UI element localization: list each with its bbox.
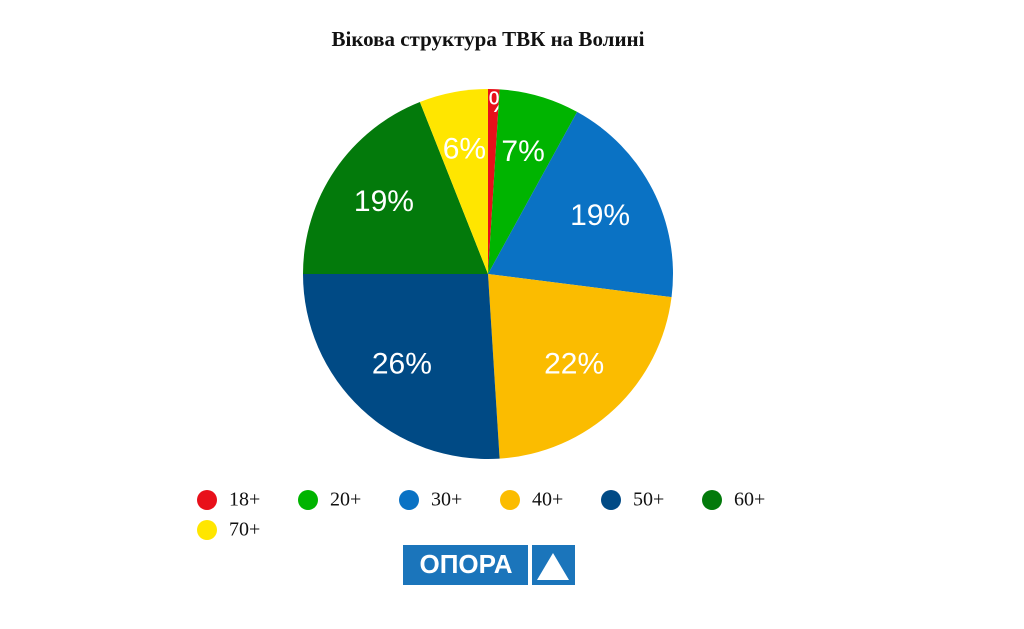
pie-slice xyxy=(488,89,500,274)
legend-label: 18+ xyxy=(229,489,260,511)
legend-label: 20+ xyxy=(330,489,361,511)
pie-slice xyxy=(419,89,488,274)
logo: ОПОРА xyxy=(403,545,575,585)
pie-slice xyxy=(488,111,673,298)
data-label: 26% xyxy=(372,348,432,381)
legend-marker xyxy=(601,490,621,510)
pie-slice xyxy=(303,274,500,459)
data-label: 7% xyxy=(501,135,544,168)
legend-label: 60+ xyxy=(734,489,765,511)
data-label: 19% xyxy=(570,199,630,232)
legend-marker xyxy=(399,490,419,510)
data-label: 6% xyxy=(443,132,486,165)
data-label: 22% xyxy=(544,348,604,381)
legend-label: 70+ xyxy=(229,519,260,541)
logo-text: ОПОРА xyxy=(420,549,513,579)
legend-label: 30+ xyxy=(431,489,462,511)
legend-marker xyxy=(298,490,318,510)
legend-label: 50+ xyxy=(633,489,664,511)
pie-slice xyxy=(488,89,578,275)
data-label: 19% xyxy=(354,185,414,218)
logo-triangle xyxy=(537,553,569,580)
legend-marker xyxy=(702,490,722,510)
pie-slice xyxy=(303,101,488,274)
legend-marker xyxy=(500,490,520,510)
legend-marker xyxy=(197,490,217,510)
legend-label: 40+ xyxy=(532,489,563,511)
pie-slice xyxy=(488,274,672,459)
chart-title: Вікова структура ТВК на Волині xyxy=(332,27,645,51)
legend-marker xyxy=(197,520,217,540)
